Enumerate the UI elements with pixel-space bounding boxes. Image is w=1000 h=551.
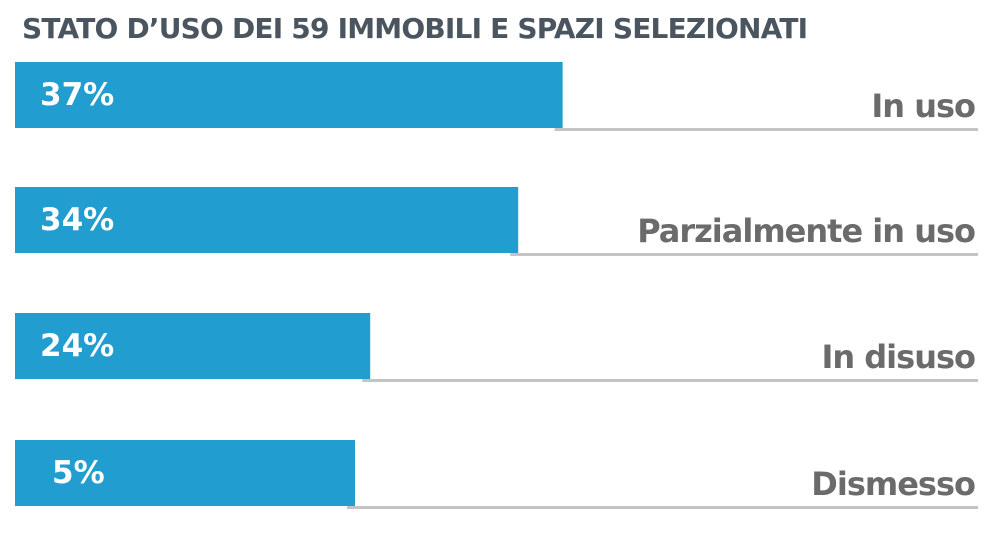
bar	[15, 62, 563, 128]
category-label: Dismesso	[811, 465, 975, 503]
bar	[15, 313, 371, 379]
chart-title: STATO D’USO DEI 59 IMMOBILI E SPAZI SELE…	[22, 12, 808, 45]
value-label: 24%	[40, 328, 114, 364]
category-label: In uso	[871, 87, 975, 125]
bar-rows: 37% In uso 34% Parzialmente in uso 24% In dis…	[15, 62, 978, 509]
bar	[15, 187, 519, 253]
category-label: In disuso	[821, 338, 975, 376]
value-label: 34%	[40, 202, 114, 238]
bar	[15, 440, 355, 506]
value-label: 37%	[40, 77, 114, 113]
category-label: Parzialmente in uso	[637, 212, 975, 250]
value-label: 5%	[52, 455, 105, 491]
